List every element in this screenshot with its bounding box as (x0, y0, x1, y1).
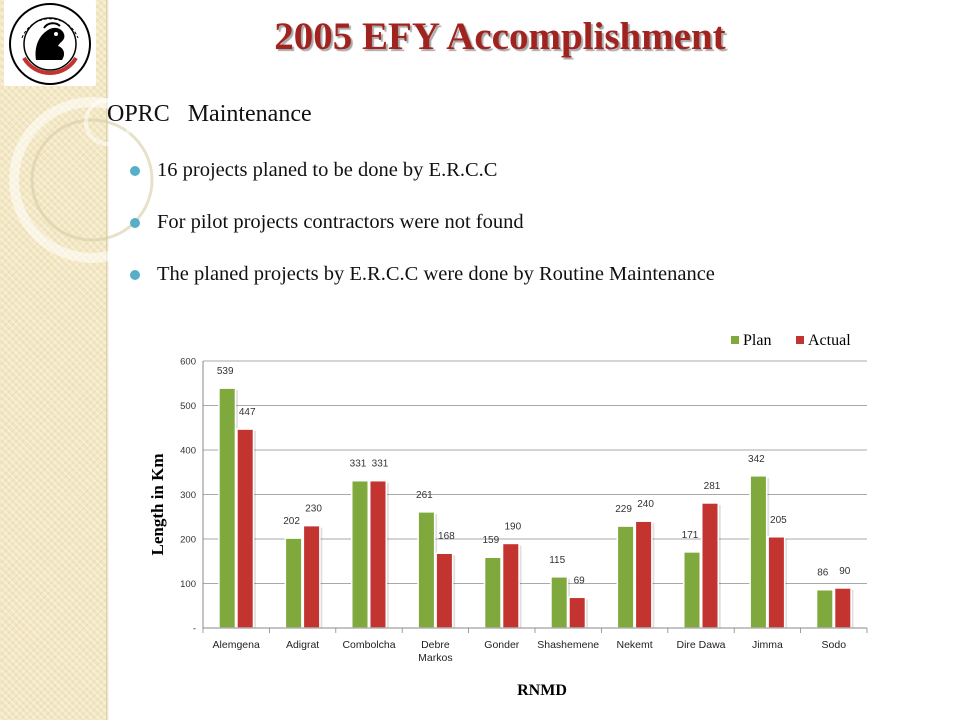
legend-label-plan: Plan (743, 332, 771, 349)
x-tick-label: Dire Dawa (676, 639, 725, 651)
bullet-text: 16 projects planed to be done by E.R.C.C (157, 159, 498, 181)
data-label: 168 (438, 531, 455, 542)
data-label: 171 (682, 530, 699, 541)
bullet-dot-icon (130, 218, 140, 228)
bar-actual (767, 536, 786, 629)
bar-plan (351, 479, 369, 629)
bar-plan (550, 576, 569, 629)
legend-label-actual: Actual (808, 332, 851, 349)
bullet-dot-icon (130, 166, 140, 176)
bar-plan (284, 537, 303, 629)
data-label: 331 (372, 459, 389, 470)
bar-actual (634, 520, 653, 629)
x-tick-label: Jimma (752, 639, 783, 651)
slide-subtitle: OPRC Maintenance (107, 101, 312, 127)
data-label: 331 (350, 459, 367, 470)
data-label: 447 (239, 407, 256, 418)
bullet-text: For pilot projects contractors were not … (157, 211, 524, 233)
data-label: 202 (283, 516, 300, 527)
data-label: 205 (770, 515, 787, 526)
y-tick-label: 300 (180, 490, 196, 501)
bar-actual (701, 502, 719, 629)
x-tick-label: Alemgena (213, 639, 260, 651)
bullet-text: The planed projects by E.R.C.C were done… (157, 263, 715, 285)
bullet-dot-icon (130, 270, 140, 280)
bullet-item: The planed projects by E.R.C.C were done… (130, 260, 715, 312)
bullet-item: 16 projects planed to be done by E.R.C.C (130, 156, 715, 208)
x-tick-label: Sodo (822, 639, 847, 651)
data-label: 69 (574, 575, 586, 586)
data-label: 190 (504, 521, 521, 532)
bar-plan (483, 556, 502, 629)
bar-plan (616, 525, 635, 629)
y-axis-ticks: - 100 200 300 400 500 600 (180, 357, 196, 635)
bar-actual (435, 552, 454, 629)
x-tick-label: Debre Markos (418, 639, 452, 664)
x-tick-label: Shashemene (537, 639, 599, 651)
data-label: 281 (704, 481, 721, 492)
bar-actual (568, 596, 587, 629)
y-tick-label: - (193, 624, 196, 635)
data-labels: 539 447 202 230 331 331 261 168 159 190 115 69 229 24… (217, 366, 851, 586)
data-label: 115 (549, 555, 565, 566)
y-tick-label: 100 (180, 579, 196, 590)
bar-chart: - 100 200 300 400 500 600 539 447 202 230 331 331 26… (150, 332, 868, 699)
legend-swatch-plan (731, 336, 739, 344)
data-label: 230 (305, 504, 322, 515)
bar-actual (369, 479, 387, 629)
data-label: 261 (416, 490, 433, 501)
x-tick-label: Nekemt (617, 639, 653, 651)
y-tick-label: 500 (180, 401, 196, 412)
data-label: 342 (748, 454, 765, 465)
x-tick-label: Combolcha (342, 639, 395, 651)
bars (218, 387, 854, 629)
bullet-item: For pilot projects contractors were not … (130, 208, 715, 260)
data-label: 240 (637, 499, 654, 510)
y-axis-label: Length in Km (150, 453, 167, 555)
decorative-rings (9, 97, 175, 263)
bar-plan (815, 588, 834, 629)
data-label: 159 (482, 535, 499, 546)
slide-title: 2005 EFY Accomplishment (274, 15, 726, 58)
data-label: 90 (839, 566, 851, 577)
bar-plan (417, 511, 436, 629)
bar-actual (833, 587, 852, 629)
x-tick-label: Adigrat (286, 639, 319, 651)
data-label: 86 (817, 568, 829, 579)
side-strip-edge (106, 0, 109, 720)
bullet-list: 16 projects planed to be done by E.R.C.C… (130, 156, 715, 312)
x-axis-label: RNMD (517, 682, 567, 699)
data-label: 229 (615, 504, 632, 515)
x-axis-ticks: Alemgena Adigrat Combolcha Debre Markos Gonde… (202, 628, 868, 664)
bar-plan (749, 475, 768, 629)
chart-legend: Plan Actual (731, 332, 851, 349)
bar-plan (218, 387, 237, 629)
bar-actual (302, 524, 321, 629)
bar-plan (683, 551, 701, 629)
y-tick-label: 200 (180, 535, 196, 546)
y-tick-label: 600 (180, 357, 196, 368)
y-tick-label: 400 (180, 446, 196, 457)
authority-logo (4, 0, 96, 86)
legend-swatch-actual (796, 336, 804, 344)
data-label: 539 (217, 366, 234, 377)
bar-actual (501, 542, 520, 629)
x-tick-label: Gonder (484, 639, 520, 651)
bar-actual (236, 428, 255, 629)
